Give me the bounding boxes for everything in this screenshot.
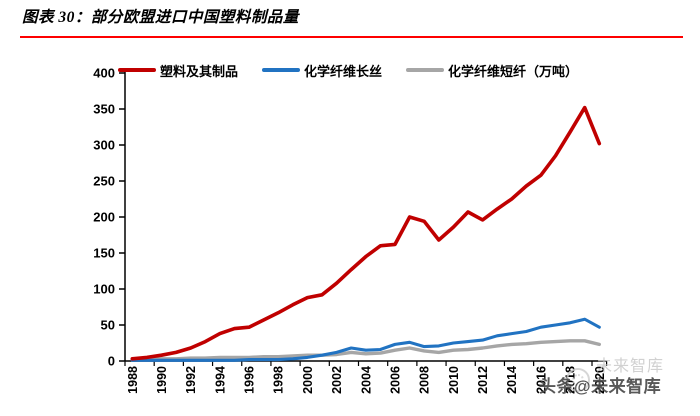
- x-tick-label: 2000: [301, 366, 315, 394]
- legend-item-2: 化学纤维长丝: [262, 61, 382, 80]
- legend-line-swatch: [262, 68, 301, 72]
- x-tick-label: 1988: [126, 366, 140, 394]
- x-tick-label: 1996: [243, 366, 257, 394]
- x-tick-label: 2020: [593, 366, 607, 394]
- x-tick-label: 2008: [418, 366, 432, 394]
- watermark-circle-logo-icon: [566, 368, 590, 392]
- x-tick-label: 2004: [359, 366, 373, 394]
- y-tick-label: 0: [108, 354, 115, 369]
- y-tick-label: 250: [93, 174, 115, 189]
- figure-title: 图表 30：部分欧盟进口中国塑料制品量: [22, 9, 299, 26]
- legend-line-swatch: [118, 68, 156, 72]
- axes: [124, 71, 607, 362]
- title-underline-rule: [20, 36, 683, 38]
- x-tick-label: 2002: [330, 366, 344, 394]
- series-line-1: [130, 105, 602, 361]
- watermark-ghost-text: 未来智库: [596, 358, 665, 375]
- y-tick-label: 150: [93, 246, 115, 261]
- x-axis-labels: 1988 1990 1992 1994 1996 1998 2000 2002 2004 2006…: [126, 366, 607, 394]
- y-tick-label: 100: [93, 282, 115, 297]
- x-tick-label: 1990: [155, 366, 169, 394]
- legend-label: 化学纤维短纤（万吨）: [448, 63, 579, 79]
- x-tick-label: 1994: [213, 366, 227, 394]
- y-tick-label: 400: [93, 66, 115, 81]
- series-line-2: [130, 317, 601, 362]
- chart-legend: 塑料及其制品 化学纤维长丝 化学纤维短纤（万吨）: [118, 61, 578, 79]
- y-tick-label: 300: [93, 138, 115, 153]
- legend-line-swatch: [406, 68, 445, 72]
- x-tick-label: 2012: [476, 366, 490, 394]
- x-tick-label: 2016: [534, 366, 548, 394]
- x-tick-label: 1992: [184, 366, 198, 394]
- x-tick-label: 2010: [447, 366, 461, 394]
- y-tick-label: 200: [93, 210, 115, 225]
- legend-label: 化学纤维长丝: [304, 63, 383, 79]
- y-axis-ticks-and-labels: 0 50 100 150 200 250 300 350 400: [93, 66, 125, 369]
- x-tick-label: 2014: [505, 366, 519, 394]
- legend-item-1: 塑料及其制品: [118, 61, 238, 80]
- x-tick-label: 2006: [388, 366, 402, 394]
- watermark-text: 头条@未来智库: [539, 377, 662, 396]
- series-line-3: [130, 339, 601, 362]
- y-tick-label: 350: [93, 102, 115, 117]
- x-tick-label: 1998: [272, 366, 286, 394]
- y-tick-label: 50: [101, 318, 115, 333]
- legend-label: 塑料及其制品: [160, 63, 239, 79]
- legend-item-3: 化学纤维短纤（万吨）: [406, 61, 578, 80]
